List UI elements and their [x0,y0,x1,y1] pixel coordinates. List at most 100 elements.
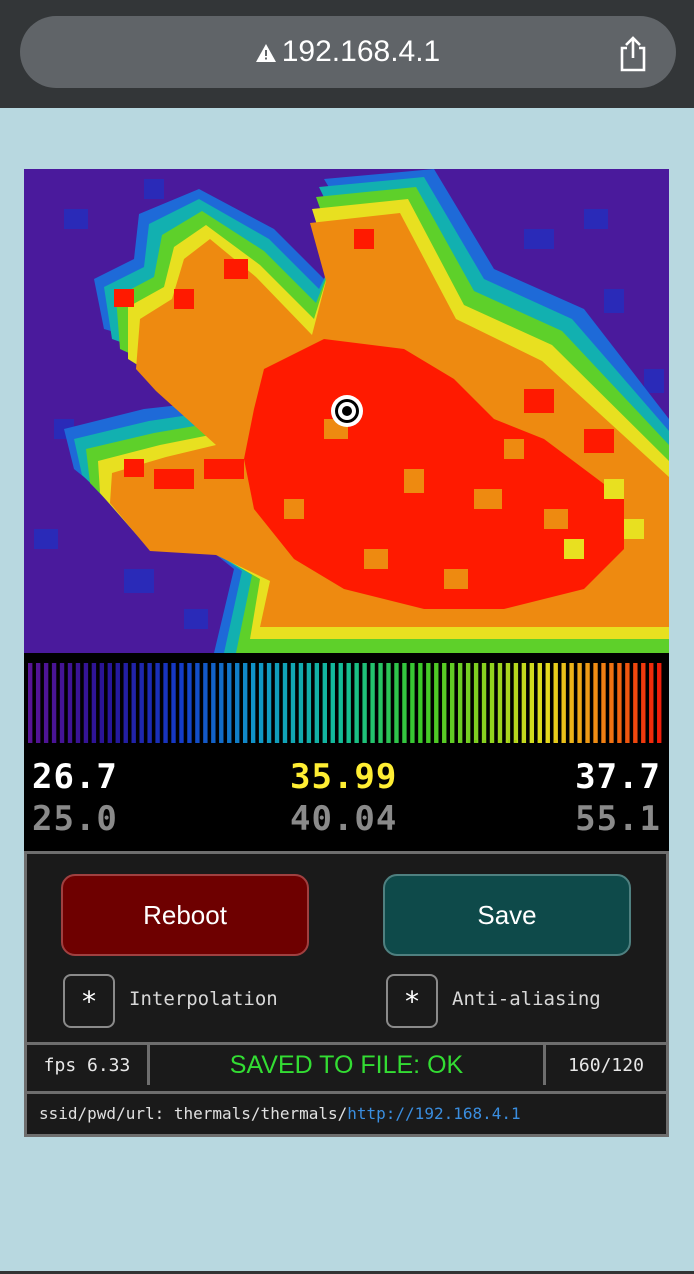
scale-stripe [649,663,654,743]
scale-stripe [99,663,105,743]
scale-stripe [434,663,439,743]
scale-stripe [553,663,558,743]
scale-stripe [465,663,471,743]
scale-stripe [521,663,527,743]
scale-stripe [513,663,519,743]
scale-stripe [402,663,407,743]
scale-stripe [561,663,566,743]
color-scale-bar [24,653,669,751]
scale-stripe [107,663,113,743]
scale-stripe [593,663,598,743]
thermal-image[interactable] [24,169,669,653]
scale-stripe [529,663,535,743]
browser-toolbar: 192.168.4.1 [0,0,694,108]
scale-stripe [35,663,41,743]
device-url-link[interactable]: http://192.168.4.1 [347,1103,521,1123]
scale-stripe [577,663,582,743]
scale-stripe [410,663,415,743]
scale-stripe [83,663,89,743]
scale-stripe [147,663,152,743]
color-scale-stripes [28,663,662,743]
scale-stripe [290,663,296,743]
scale-stripe [219,663,224,743]
scale-stripe [545,663,550,743]
scale-stripe [473,663,479,743]
min-temp-range: 25.0 [32,799,118,839]
status-row: fps 6.33 SAVED TO FILE: OK 160/120 [27,1042,666,1094]
scale-stripe [537,663,542,743]
scale-stripe [266,663,272,743]
scale-stripe [481,663,487,743]
interpolation-label: Interpolation [129,988,278,1010]
scale-stripe [489,663,495,743]
scale-stripe [633,663,638,743]
scale-stripe [314,663,320,743]
address-bar[interactable]: 192.168.4.1 [20,16,676,88]
scale-stripe [641,663,646,743]
bottom-divider [0,1271,694,1274]
target-crosshair-icon [331,395,363,427]
scale-stripe [155,663,160,743]
scale-stripe [457,663,463,743]
scale-stripe [585,663,590,743]
interpolation-checkbox[interactable]: * [63,974,115,1028]
scale-stripe [609,663,614,743]
scale-stripe [370,663,375,743]
scale-stripe [418,663,423,743]
scale-stripe [338,663,343,743]
warning-triangle-icon [255,44,276,62]
antialiasing-checkbox[interactable]: * [386,974,438,1028]
save-button[interactable]: Save [383,874,631,956]
scale-stripe [91,663,97,743]
scale-stripe [322,663,327,743]
ssid-text: ssid/pwd/url: thermals/thermals/ [39,1103,348,1123]
max-temp-current: 37.7 [575,757,661,797]
scale-stripe [235,663,240,743]
share-icon[interactable] [618,36,648,72]
temperature-readouts: 26.7 35.99 37.7 25.0 40.04 55.1 [24,751,669,851]
scale-stripe [227,663,232,743]
scale-stripe [242,663,248,743]
scale-stripe [187,663,192,743]
scale-stripe [394,663,399,743]
url-text: 192.168.4.1 [281,35,441,68]
reboot-button[interactable]: Reboot [61,874,309,956]
scale-stripe [203,663,208,743]
scale-stripe [306,663,312,743]
resolution-readout: 160/120 [568,1054,644,1076]
scale-stripe [123,663,128,743]
scale-stripe [601,663,606,743]
ssid-info: ssid/pwd/url: thermals/thermals/http://1… [27,1091,666,1135]
scale-stripe [354,663,359,743]
scale-stripe [442,663,447,743]
scale-stripe [115,663,120,743]
scale-stripe [569,663,574,743]
scale-stripe [346,663,351,743]
min-temp-current: 26.7 [32,757,118,797]
scale-stripe [298,663,304,743]
scale-stripe [330,663,335,743]
scale-stripe [171,663,176,743]
scale-stripe [505,663,511,743]
scale-stripe [450,663,455,743]
scale-stripe [258,663,264,743]
scale-stripe [426,663,431,743]
scale-stripe [163,663,168,743]
scale-stripe [386,663,391,743]
center-temp-current: 35.99 [290,757,398,797]
scale-stripe [250,663,256,743]
scale-stripe [43,663,49,743]
scale-stripe [274,663,280,743]
fps-readout: fps 6.33 [27,1045,150,1085]
controls-section: Reboot Save * Interpolation * Anti-alias… [24,851,669,1137]
scale-stripe [657,663,662,743]
antialiasing-label: Anti-aliasing [452,988,601,1010]
scale-stripe [362,663,367,743]
scale-stripe [497,663,503,743]
scale-stripe [211,663,216,743]
scale-stripe [179,663,184,743]
scale-stripe [617,663,622,743]
scale-stripe [75,663,81,743]
center-temp-range: 40.04 [290,799,398,839]
thermal-camera-panel: 26.7 35.99 37.7 25.0 40.04 55.1 Reboot S… [24,169,669,1137]
